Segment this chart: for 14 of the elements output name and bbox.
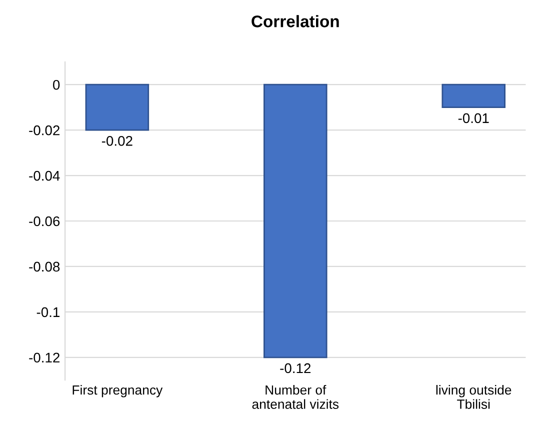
data-label: -0.02 xyxy=(102,136,132,146)
data-label: -0.12 xyxy=(280,363,311,374)
x-tick-label: Number of antenatal vizits xyxy=(252,384,339,409)
y-tick-label: -0.08 xyxy=(29,262,60,272)
y-tick-label: -0.06 xyxy=(29,216,60,226)
y-tick-label: -0.1 xyxy=(36,307,60,318)
x-tick-label: First pregnancy xyxy=(72,384,163,398)
y-tick-label: 0 xyxy=(53,80,60,90)
data-label: -0.01 xyxy=(458,113,489,124)
y-tick-label: -0.12 xyxy=(29,352,60,363)
y-tick-label: -0.02 xyxy=(29,125,60,136)
y-tick-label: -0.04 xyxy=(29,170,60,181)
x-tick-label: living outside Tbilisi xyxy=(436,384,512,409)
chart-title: Correlation xyxy=(252,15,339,28)
